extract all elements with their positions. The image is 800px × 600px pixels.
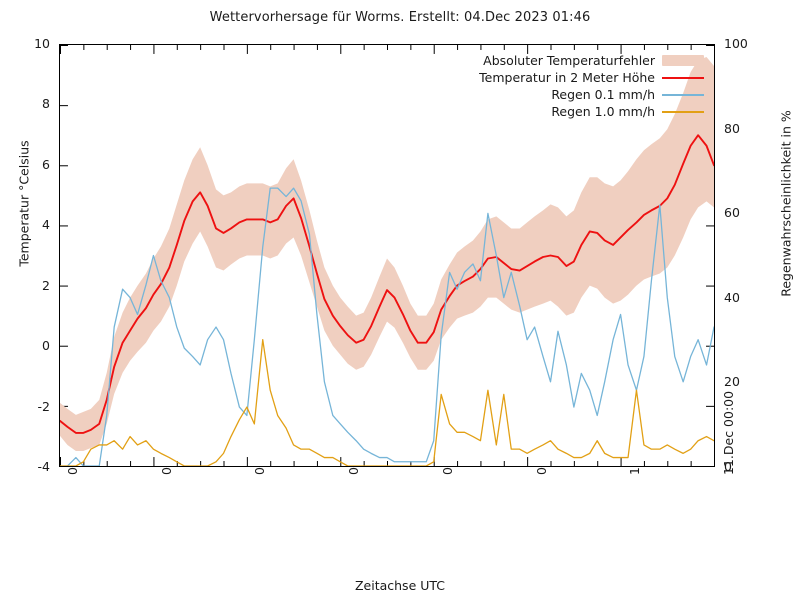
x-axis-tick-7: 11.Dec 00:00 bbox=[721, 390, 736, 475]
legend-swatch-band-0 bbox=[662, 55, 704, 66]
legend-label-0: Absoluter Temperaturfehler bbox=[483, 53, 655, 68]
y-axis-left-tick-1: -2 bbox=[37, 398, 50, 414]
y-axis-left-tick-6: 8 bbox=[42, 96, 50, 112]
y-axis-right-tick-3: 60 bbox=[724, 205, 740, 221]
y-axis-right-tick-0: 0 bbox=[724, 459, 732, 474]
line-regen-0-1-mm-h bbox=[60, 187, 714, 466]
plot-canvas bbox=[60, 45, 714, 466]
legend-label-2: Regen 0.1 mm/h bbox=[551, 87, 655, 102]
line-temperatur-in-2-meter-h-he bbox=[60, 134, 714, 434]
legend-item-1: Temperatur in 2 Meter Höhe bbox=[404, 69, 704, 86]
y-axis-right-tick-5: 100 bbox=[724, 36, 748, 51]
legend-swatch-line-2 bbox=[662, 93, 704, 96]
line-regen-1-0-mm-h bbox=[60, 339, 714, 466]
y-axis-right-tick-1: 20 bbox=[724, 374, 740, 390]
y-axis-left-tick-2: 0 bbox=[42, 338, 50, 354]
chart-legend: Absoluter Temperaturfehler Temperatur in … bbox=[404, 52, 704, 120]
y-axis-right-tick-4: 80 bbox=[724, 120, 740, 136]
y-axis-right-tick-2: 40 bbox=[724, 289, 740, 305]
legend-swatch-line-1 bbox=[662, 76, 704, 79]
x-axis-title: Zeitachse UTC bbox=[354, 578, 446, 593]
y-axis-left-tick-0: -4 bbox=[37, 459, 50, 474]
legend-item-0: Absoluter Temperaturfehler bbox=[404, 52, 704, 69]
y-axis-left-tick-4: 4 bbox=[42, 217, 50, 233]
y-axis-left-tick-3: 2 bbox=[42, 277, 50, 293]
page-title: Wettervorhersage für Worms. Erstellt: 04… bbox=[209, 10, 591, 25]
legend-item-2: Regen 0.1 mm/h bbox=[404, 86, 704, 103]
legend-label-3: Regen 1.0 mm/h bbox=[551, 104, 655, 119]
plot-area bbox=[59, 44, 715, 467]
band-absoluter-temperaturfehler bbox=[60, 57, 714, 451]
y-axis-left-tick-5: 6 bbox=[42, 156, 50, 172]
legend-swatch-line-3 bbox=[662, 110, 704, 113]
legend-label-1: Temperatur in 2 Meter Höhe bbox=[479, 70, 655, 85]
legend-item-3: Regen 1.0 mm/h bbox=[404, 103, 704, 120]
y-axis-left-tick-7: 10 bbox=[34, 36, 50, 51]
y-axis-right-title: Regenwahrscheinlichkeit in % bbox=[778, 110, 794, 297]
